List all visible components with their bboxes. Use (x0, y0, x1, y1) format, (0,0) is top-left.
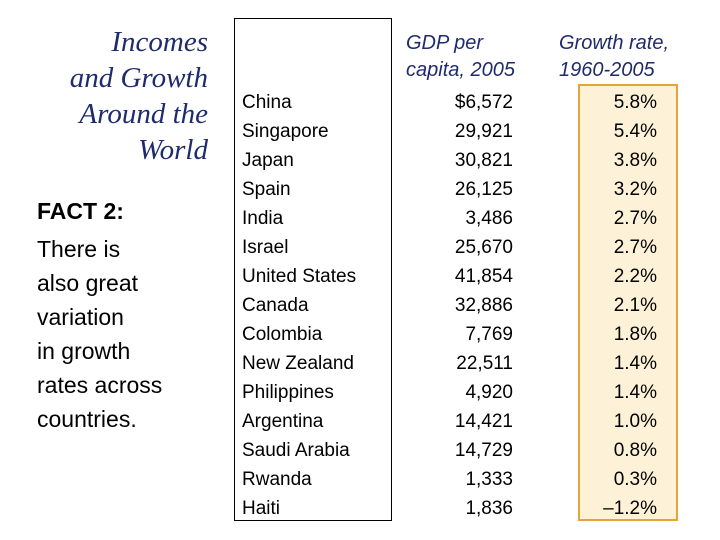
growth-cell: 0.3% (613, 469, 657, 490)
country-cell: Canada (242, 295, 309, 316)
gdp-cell: 41,854 (454, 266, 513, 287)
header-line: GDP per (406, 32, 484, 54)
header-line: Growth rate, (559, 32, 670, 54)
table-row: New Zealand 22,511 1.4% (0, 349, 720, 378)
header-line: 1960-2005 (559, 59, 655, 81)
data-table: China $6,572 5.8% Singapore 29,921 5.4% Japan 3… (0, 88, 720, 523)
table-row: United States 41,854 2.2% (0, 262, 720, 291)
growth-cell: 2.2% (613, 266, 657, 287)
gdp-cell: 14,421 (454, 411, 513, 432)
gdp-column-header: GDP per capita, 2005 (406, 30, 515, 84)
growth-cell: 3.2% (613, 179, 657, 200)
title-line: and Growth (69, 62, 208, 94)
fact-line: variation (37, 304, 124, 330)
country-cell: India (242, 208, 284, 229)
table-row: Argentina 14,421 1.0% (0, 407, 720, 436)
title-line: World (138, 134, 208, 166)
country-cell: Saudi Arabia (242, 440, 350, 461)
country-cell: Singapore (242, 121, 329, 142)
gdp-cell: 1,333 (465, 469, 513, 490)
country-cell: Haiti (242, 498, 281, 519)
fact-line: in growth (37, 338, 131, 364)
country-cell: Argentina (242, 411, 324, 432)
gdp-cell: 25,670 (454, 237, 513, 258)
gdp-cell: 4,920 (465, 382, 513, 403)
country-cell: Israel (242, 237, 289, 258)
fact-heading: FACT 2: (37, 198, 124, 224)
country-cell: Japan (242, 150, 294, 171)
growth-cell: 2.7% (613, 208, 657, 229)
table-row: Colombia 7,769 1.8% (0, 320, 720, 349)
table-row: Israel 25,670 2.7% (0, 233, 720, 262)
slide-title: Incomes and Growth Around the World (8, 24, 208, 168)
table-row: China $6,572 5.8% (0, 88, 720, 117)
gdp-cell: 22,511 (456, 353, 513, 374)
gdp-cell: 14,729 (454, 440, 513, 461)
fact-line: countries. (37, 406, 137, 432)
country-cell: Colombia (242, 324, 323, 345)
growth-cell: 3.8% (613, 150, 657, 171)
country-cell: New Zealand (242, 353, 354, 374)
growth-column-header: Growth rate, 1960-2005 (559, 30, 669, 84)
fact-line: also great (37, 270, 139, 296)
table-row: India 3,486 2.7% (0, 204, 720, 233)
country-cell: Spain (242, 179, 291, 200)
gdp-cell: 26,125 (454, 179, 513, 200)
growth-cell: 2.7% (613, 237, 657, 258)
gdp-cell: $6,572 (454, 92, 513, 113)
title-line: Incomes (111, 26, 208, 58)
gdp-cell: 7,769 (465, 324, 513, 345)
country-cell: China (242, 92, 292, 113)
growth-cell: 1.4% (613, 353, 657, 374)
growth-highlight-box (578, 84, 678, 521)
table-row: Spain 26,125 3.2% (0, 175, 720, 204)
growth-cell: 5.4% (613, 121, 657, 142)
header-line: capita, 2005 (406, 59, 515, 81)
growth-cell: 0.8% (613, 440, 657, 461)
growth-cell: –1.2% (603, 498, 657, 519)
gdp-cell: 30,821 (454, 150, 513, 171)
gdp-cell: 3,486 (465, 208, 513, 229)
table-row: Rwanda 1,333 0.3% (0, 465, 720, 494)
growth-cell: 1.4% (613, 382, 657, 403)
table-row: Canada 32,886 2.1% (0, 291, 720, 320)
growth-cell: 1.0% (613, 411, 657, 432)
gdp-cell: 1,836 (465, 498, 513, 519)
country-cell: Rwanda (242, 469, 312, 490)
table-row: Saudi Arabia 14,729 0.8% (0, 436, 720, 465)
fact-line: There is (37, 236, 121, 262)
table-row: Singapore 29,921 5.4% (0, 117, 720, 146)
gdp-cell: 32,886 (454, 295, 513, 316)
fact-body: There is also great variation in growth … (37, 232, 212, 436)
gdp-cell: 29,921 (454, 121, 513, 142)
fact-line: rates across (37, 372, 163, 398)
country-cell: Philippines (242, 382, 334, 403)
country-cell: United States (242, 266, 357, 287)
growth-cell: 5.8% (613, 92, 657, 113)
growth-cell: 1.8% (613, 324, 657, 345)
table-row: Haiti 1,836 –1.2% (0, 494, 720, 523)
title-line: Around the (79, 98, 208, 130)
growth-cell: 2.1% (613, 295, 657, 316)
table-row: Japan 30,821 3.8% (0, 146, 720, 175)
country-column-box (234, 18, 392, 521)
table-row: Philippines 4,920 1.4% (0, 378, 720, 407)
